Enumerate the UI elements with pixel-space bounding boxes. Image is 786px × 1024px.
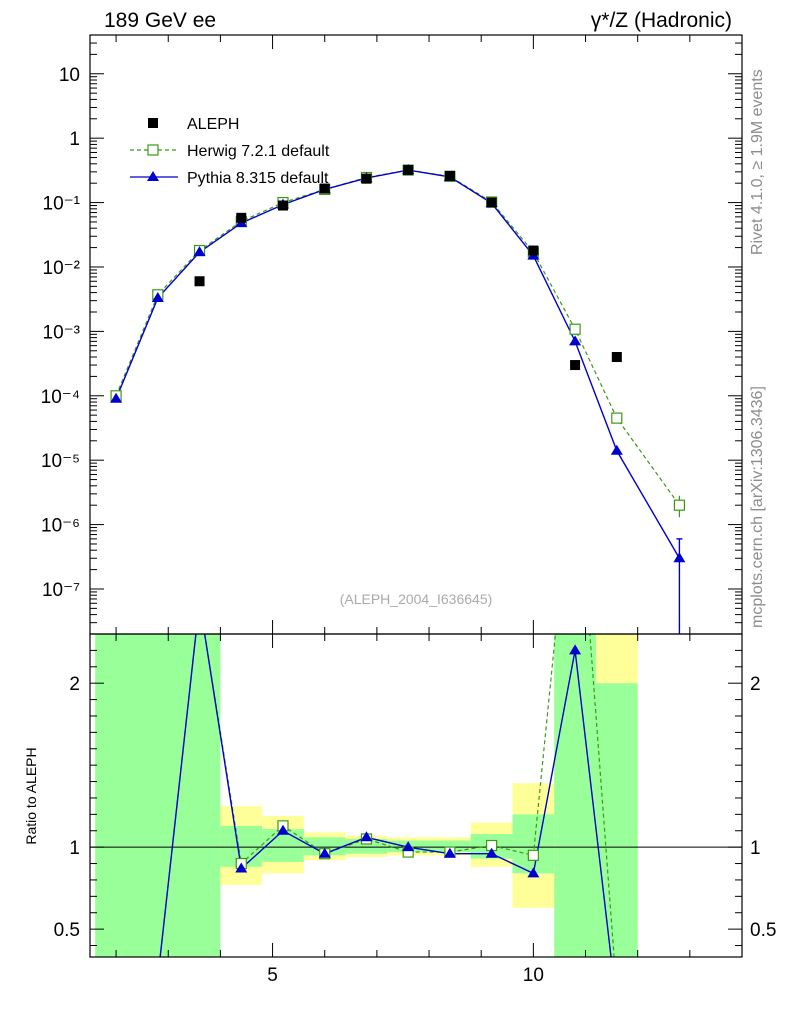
pythia-line: [115, 169, 681, 559]
herwig-ratio-line: [159, 634, 615, 957]
aleph-point: [319, 183, 330, 194]
aleph-point: [611, 352, 622, 363]
y-tick-label: 10⁻¹: [43, 194, 81, 215]
herwig-point: [673, 499, 686, 511]
aleph-point: [194, 276, 205, 287]
pythia-point: [193, 246, 206, 257]
aleph-point: [444, 170, 455, 181]
ratio-tick-label: 1: [69, 838, 80, 859]
y-tick-label: 1: [69, 129, 80, 150]
ratio-plot-frame: [89, 633, 743, 958]
ratio-band-inner: [95, 634, 221, 957]
aleph-point: [361, 173, 372, 184]
aleph-point: [528, 245, 539, 256]
y-tick-label: 10: [59, 65, 80, 86]
ratio-tick-label: 2: [69, 674, 80, 695]
analysis-label: (ALEPH_2004_I636645): [340, 591, 493, 607]
pythia-ratio-point: [276, 824, 289, 835]
pythia-ratio-point: [402, 841, 415, 852]
legend: ALEPH Herwig 7.2.1 default Pythia 8.315 …: [130, 116, 330, 187]
pythia-ratio-point: [443, 847, 456, 858]
ratio-tick-label-right: 1: [750, 838, 761, 859]
ratio-band-inner: [303, 837, 346, 856]
x-tick-label: 5: [267, 965, 278, 986]
pythia-point: [673, 552, 686, 563]
pythia-point: [569, 335, 582, 346]
ratio-y-axis-label: Ratio to ALEPH: [23, 747, 39, 844]
ratio-tick-label: 0.5: [54, 920, 80, 941]
pythia-ratio-point: [235, 862, 248, 873]
x-tick-label: 10: [523, 965, 544, 986]
pythia-ratio-line: [159, 634, 612, 957]
pythia-ratio-point: [485, 847, 498, 858]
legend-aleph-label: ALEPH: [187, 116, 239, 133]
legend-pythia-label: Pythia 8.315 default: [187, 170, 329, 187]
herwig-point: [611, 412, 623, 424]
pythia-ratio-point: [527, 867, 540, 878]
aleph-point: [403, 165, 414, 176]
y-tick-label: 10⁻⁵: [41, 451, 80, 472]
ratio-plot-marks: [90, 634, 742, 957]
ratio-band-inner: [429, 840, 471, 853]
herwig-ratio-point: [527, 849, 539, 861]
legend-aleph-marker: [148, 118, 158, 128]
y-tick-label: 10⁻³: [43, 322, 81, 343]
ratio-uncertainty-bands: [95, 634, 638, 957]
aleph-point: [570, 360, 581, 371]
pythia-ratio-point: [569, 644, 582, 655]
pythia-ratio-point: [360, 831, 373, 842]
main-plot-marks: [110, 164, 686, 634]
ratio-band-inner: [554, 634, 596, 957]
axis-ticks: 10 1 10⁻¹ 10⁻² 10⁻³ 10⁻⁴ 10⁻⁵ 10⁻⁶ 10⁻⁷ 5 10 2 2 1 1 0.…: [41, 35, 776, 986]
ratio-band-inner: [512, 814, 555, 874]
mcplots-label: mcplots.cern.ch [arXiv:1306.3436]: [749, 386, 766, 628]
header-right-title: γ*/Z (Hadronic): [591, 9, 732, 32]
y-tick-label: 10⁻²: [43, 258, 81, 279]
ratio-tick-label-right: 0.5: [750, 920, 776, 941]
herwig-point: [569, 323, 581, 335]
legend-pythia-marker: [147, 171, 159, 181]
aleph-point: [486, 197, 497, 208]
rivet-version-label: Rivet 4.1.0, ≥ 1.9M events: [749, 69, 766, 255]
ratio-band-inner: [595, 683, 638, 957]
y-tick-label: 10⁻⁴: [41, 387, 80, 408]
herwig-line: [115, 169, 680, 506]
legend-herwig-label: Herwig 7.2.1 default: [187, 143, 330, 160]
header-left-title: 189 GeV ee: [104, 9, 216, 32]
y-tick-label: 10⁻⁶: [41, 516, 80, 537]
pythia-point: [110, 392, 123, 403]
aleph-point: [236, 212, 247, 223]
legend-herwig-marker: [147, 144, 159, 156]
y-tick-label: 10⁻⁷: [42, 580, 80, 601]
pythia-ratio-point: [318, 847, 331, 858]
pythia-point: [610, 444, 623, 455]
pythia-point: [151, 291, 164, 302]
ratio-tick-label-right: 2: [750, 674, 761, 695]
aleph-point: [277, 200, 288, 211]
